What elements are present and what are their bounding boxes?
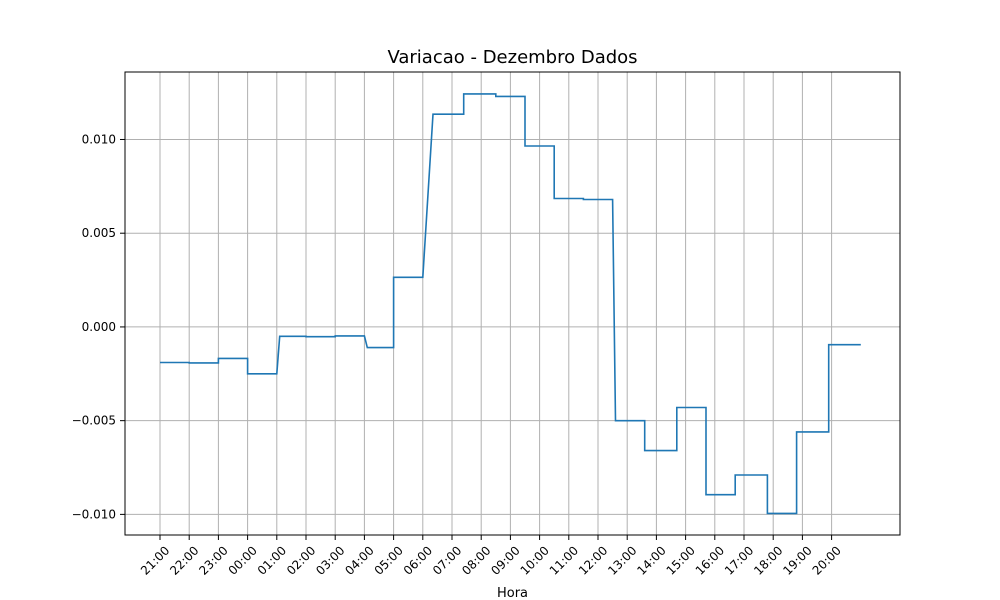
x-tick-label: 14:00	[634, 543, 668, 577]
y-tick-label: 0.010	[82, 132, 116, 146]
x-tick-label: 00:00	[226, 543, 260, 577]
y-tick-label: 0.000	[82, 320, 116, 334]
x-tick-label: 22:00	[167, 543, 201, 577]
x-tick-label: 15:00	[664, 543, 698, 577]
x-tick-label: 08:00	[459, 543, 493, 577]
x-tick-label: 06:00	[401, 543, 435, 577]
x-tick-label: 05:00	[372, 543, 406, 577]
x-tick-label: 11:00	[547, 543, 581, 577]
x-tick-label: 09:00	[488, 543, 522, 577]
x-tick-label: 12:00	[576, 543, 610, 577]
y-tick-label: −0.010	[72, 507, 116, 521]
chart-title: Variacao - Dezembro Dados	[387, 47, 637, 68]
x-tick-label: 07:00	[430, 543, 464, 577]
grid	[125, 72, 900, 535]
x-tick-label: 23:00	[196, 543, 230, 577]
series-line	[160, 93, 861, 515]
y-tick-label: −0.005	[72, 414, 116, 428]
x-tick-label: 21:00	[138, 543, 172, 577]
x-tick-label: 01:00	[255, 543, 289, 577]
x-tick-label: 13:00	[605, 543, 639, 577]
y-tick-label: 0.005	[82, 226, 116, 240]
x-axis-label: Hora	[497, 586, 528, 600]
x-tick-label: 18:00	[751, 543, 785, 577]
x-tick-label: 04:00	[342, 543, 376, 577]
x-tick-label: 16:00	[693, 543, 727, 577]
x-tick-label: 02:00	[284, 543, 318, 577]
x-tick-label: 17:00	[722, 543, 756, 577]
axis-ticks: 21:0022:0023:0000:0001:0002:0003:0004:00…	[72, 132, 844, 577]
plot-area-frame	[124, 71, 901, 536]
x-tick-label: 20:00	[810, 543, 844, 577]
x-tick-label: 19:00	[780, 543, 814, 577]
x-tick-label: 03:00	[313, 543, 347, 577]
x-tick-label: 10:00	[518, 543, 552, 577]
